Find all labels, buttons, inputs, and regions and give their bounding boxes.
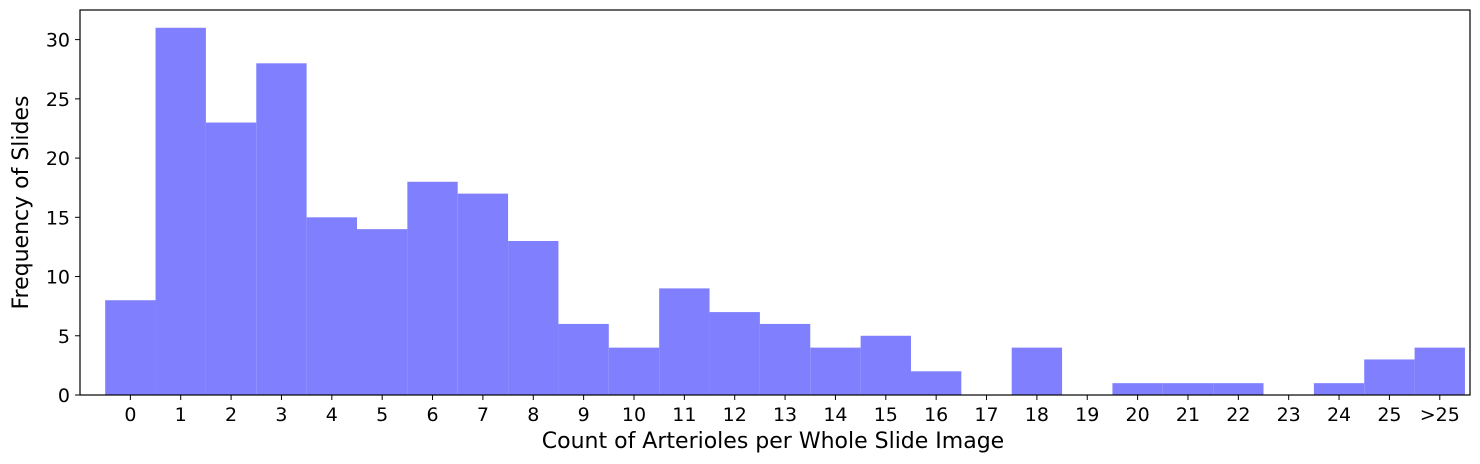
x-axis-label: Count of Arterioles per Whole Slide Imag… bbox=[542, 429, 1004, 454]
bars-group bbox=[105, 27, 1465, 396]
x-tick-label: 5 bbox=[376, 404, 388, 426]
bar-9 bbox=[558, 323, 609, 395]
bar-24 bbox=[1313, 383, 1365, 395]
x-tick-label: 3 bbox=[275, 404, 287, 426]
x-tick-label: 14 bbox=[823, 404, 847, 426]
y-axis: 0 5 10 15 20 25 30 bbox=[46, 30, 80, 407]
bar-3 bbox=[256, 63, 307, 396]
x-tick-label: 10 bbox=[622, 404, 646, 426]
x-tick-label: 7 bbox=[477, 404, 489, 426]
x-tick-label: 4 bbox=[326, 404, 338, 426]
x-tick-label: 20 bbox=[1126, 404, 1150, 426]
x-tick-label: 19 bbox=[1075, 404, 1099, 426]
x-tick-label: 2 bbox=[225, 404, 237, 426]
y-tick-label: 15 bbox=[46, 207, 70, 229]
x-tick-label: 0 bbox=[124, 404, 136, 426]
bar-4 bbox=[306, 217, 357, 395]
x-tick-label: 23 bbox=[1277, 404, 1301, 426]
bar->25 bbox=[1414, 347, 1465, 395]
bar-8 bbox=[508, 241, 559, 395]
x-tick-label: 17 bbox=[974, 404, 998, 426]
bar-18 bbox=[1011, 347, 1063, 395]
bar-20 bbox=[1112, 383, 1163, 395]
x-tick-label: 15 bbox=[874, 404, 898, 426]
bar-13 bbox=[759, 323, 811, 395]
bar-12 bbox=[709, 312, 760, 395]
x-tick-label: 18 bbox=[1025, 404, 1049, 426]
x-tick-label: 13 bbox=[773, 404, 797, 426]
bar-14 bbox=[810, 347, 861, 395]
bar-21 bbox=[1162, 383, 1214, 395]
bar-6 bbox=[407, 181, 458, 395]
y-tick-label: 20 bbox=[46, 148, 70, 170]
bar-7 bbox=[457, 193, 509, 395]
bar-1 bbox=[155, 27, 206, 396]
bar-10 bbox=[608, 347, 660, 395]
x-tick-label: 21 bbox=[1176, 404, 1200, 426]
bar-5 bbox=[356, 229, 408, 395]
x-tick-label: 25 bbox=[1377, 404, 1401, 426]
x-axis: 0 1 2 3 4 5 6 7 8 9 10 11 12 13 14 15 16 17 18 19 20 21 22 23 24… bbox=[124, 395, 1460, 426]
x-tick-label: 22 bbox=[1226, 404, 1250, 426]
x-tick-label: 1 bbox=[175, 404, 187, 426]
y-axis-label: Frequency of Slides bbox=[9, 96, 34, 310]
y-tick-label: 25 bbox=[46, 89, 70, 111]
x-tick-label: 9 bbox=[578, 404, 590, 426]
x-tick-label: 12 bbox=[723, 404, 747, 426]
bar-22 bbox=[1213, 383, 1264, 395]
y-tick-label: 30 bbox=[46, 30, 70, 52]
bar-0 bbox=[105, 300, 156, 395]
bar-16 bbox=[910, 371, 962, 395]
x-tick-label: 16 bbox=[924, 404, 948, 426]
y-tick-label: 5 bbox=[58, 326, 70, 348]
y-tick-label: 0 bbox=[58, 385, 70, 407]
x-tick-label: 24 bbox=[1327, 404, 1351, 426]
y-tick-label: 10 bbox=[46, 267, 70, 289]
bar-2 bbox=[205, 122, 257, 396]
x-tick-label: 6 bbox=[426, 404, 438, 426]
x-tick-label: 11 bbox=[672, 404, 696, 426]
x-tick-label: 8 bbox=[527, 404, 539, 426]
x-tick-label: >25 bbox=[1420, 404, 1460, 426]
plot-frame bbox=[79, 9, 1471, 396]
bar-25 bbox=[1364, 359, 1415, 395]
bar-11 bbox=[659, 288, 710, 395]
bar-15 bbox=[860, 335, 911, 395]
